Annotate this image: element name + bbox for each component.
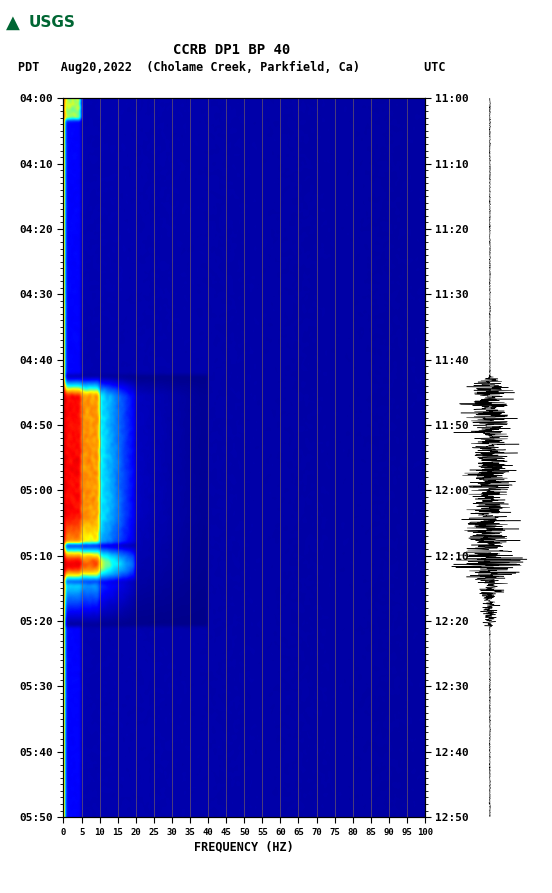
- Text: USGS: USGS: [29, 15, 76, 29]
- Text: PDT   Aug20,2022  (Cholame Creek, Parkfield, Ca)         UTC: PDT Aug20,2022 (Cholame Creek, Parkfield…: [18, 62, 445, 74]
- Text: ▲: ▲: [6, 13, 19, 31]
- X-axis label: FREQUENCY (HZ): FREQUENCY (HZ): [194, 840, 294, 854]
- Text: CCRB DP1 BP 40: CCRB DP1 BP 40: [173, 43, 290, 57]
